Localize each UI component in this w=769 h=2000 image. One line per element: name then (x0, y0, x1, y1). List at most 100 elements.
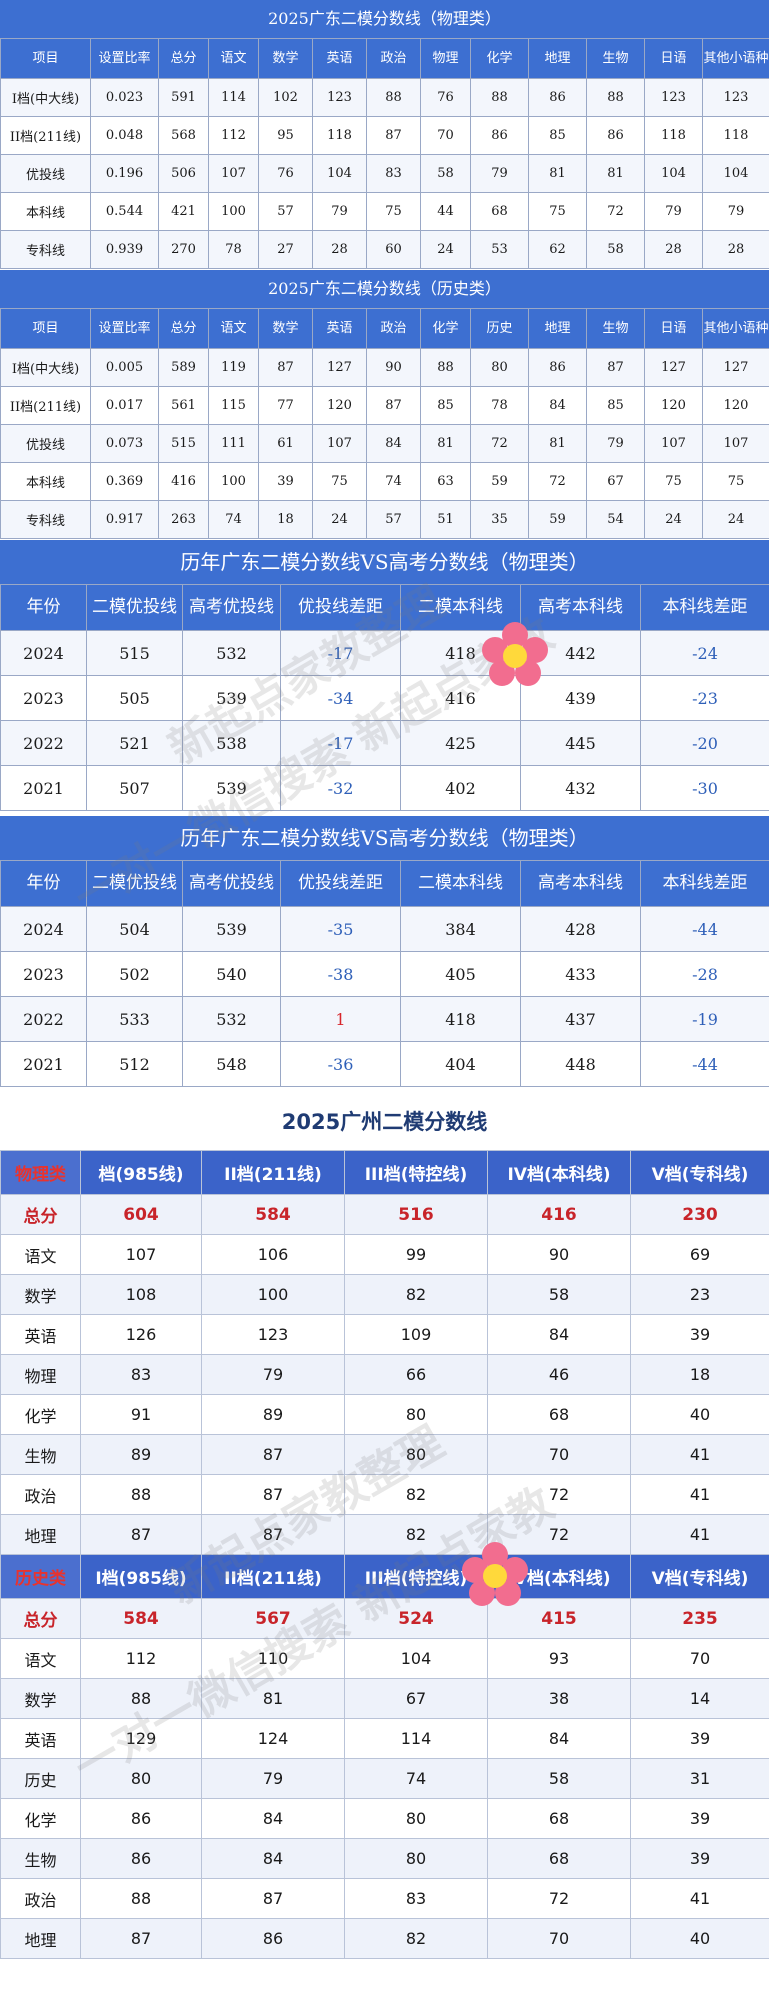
table-cell: 533 (86, 996, 183, 1042)
table-cell: 235 (630, 1598, 769, 1639)
table-cell: 28 (312, 230, 367, 269)
table-cell: 政治 (0, 1878, 81, 1919)
table-row: 政治 88 87 82 72 41 (0, 1474, 769, 1515)
header-cell: 政治 (366, 38, 421, 79)
table-cell: 58 (420, 154, 471, 193)
table-cell: 86 (201, 1918, 345, 1959)
table-cell: 0.048 (90, 116, 159, 155)
table-cell: 语文 (0, 1638, 81, 1679)
table-cell: 87 (201, 1514, 345, 1555)
table-cell: 86 (528, 348, 587, 387)
table-cell: 532 (182, 996, 281, 1042)
table-cell: 82 (344, 1514, 488, 1555)
table-cell: 80 (344, 1394, 488, 1435)
table-cell: 80 (470, 348, 529, 387)
table-cell: 78 (470, 386, 529, 425)
table-cell: 114 (208, 78, 259, 117)
history-table-title: 2025广东二模分数线（历史类） (0, 270, 769, 308)
table-cell: 化学 (0, 1394, 81, 1435)
table-cell: 生物 (0, 1838, 81, 1879)
table-cell: 524 (344, 1598, 488, 1639)
table-cell: -30 (640, 765, 769, 811)
table-cell: 英语 (0, 1718, 81, 1759)
table-cell: 英语 (0, 1314, 81, 1355)
table-cell: 87 (80, 1514, 202, 1555)
table-row: 政治 88 87 83 72 41 (0, 1878, 769, 1919)
table-cell: 75 (312, 462, 367, 501)
table-cell: 521 (86, 720, 183, 766)
flower-sticker-icon (462, 1542, 528, 1606)
table-cell: 119 (208, 348, 259, 387)
table-cell: 39 (630, 1798, 769, 1839)
table-cell: 107 (702, 424, 769, 463)
physics-score-table: 项目 设置比率 总分 语文 数学 英语 政治 物理 化学 地理 生物 日语 其他小语种 I档(中大线) 0… (0, 38, 769, 269)
table-cell: 87 (366, 116, 421, 155)
table-row: 语文 112 110 104 93 70 (0, 1638, 769, 1679)
table-cell: 本科线 (0, 462, 91, 501)
table-cell: 专科线 (0, 230, 91, 269)
table-cell: 81 (201, 1678, 345, 1719)
table-cell: 84 (201, 1798, 345, 1839)
table-row: 生物 89 87 80 70 41 (0, 1434, 769, 1475)
header-cell: 高考优投线 (182, 584, 281, 631)
header-cell: III档(特控线) (344, 1150, 488, 1195)
table-cell: -38 (280, 951, 401, 997)
table-cell: 27 (258, 230, 313, 269)
table-cell: 81 (528, 154, 587, 193)
table-row: 数学 88 81 67 38 14 (0, 1678, 769, 1719)
header-cell: IV档(本科线) (487, 1150, 631, 1195)
table-cell: 100 (208, 192, 259, 231)
table-cell: 110 (201, 1638, 345, 1679)
table-cell: 语文 (0, 1234, 81, 1275)
table-cell: 539 (182, 765, 281, 811)
table-cell: 69 (630, 1234, 769, 1275)
table-row: 物理 83 79 66 46 18 (0, 1354, 769, 1395)
table-cell: 91 (80, 1394, 202, 1435)
table-cell: 物理 (0, 1354, 81, 1395)
table-row: 2021 512 548 -36 404 448 -44 (0, 1041, 769, 1087)
table-cell: 515 (158, 424, 209, 463)
table-cell: 90 (487, 1234, 631, 1275)
table-cell: 62 (528, 230, 587, 269)
header-cell: 项目 (0, 308, 91, 349)
table-cell: 专科线 (0, 500, 91, 539)
table-cell: 0.017 (90, 386, 159, 425)
table-row: 化学 91 89 80 68 40 (0, 1394, 769, 1435)
table-row: 地理 87 86 82 70 40 (0, 1918, 769, 1959)
table-cell: 86 (80, 1798, 202, 1839)
table-cell: 80 (344, 1838, 488, 1879)
table-cell: 421 (158, 192, 209, 231)
table-cell: 74 (208, 500, 259, 539)
table-cell: 历史 (0, 1758, 81, 1799)
table-cell: 本科线 (0, 192, 91, 231)
table-cell: 539 (182, 675, 281, 721)
table-cell: 31 (630, 1758, 769, 1799)
table-cell: 75 (528, 192, 587, 231)
header-cell: 二模本科线 (400, 860, 521, 907)
table-cell: 263 (158, 500, 209, 539)
table-cell: 79 (470, 154, 529, 193)
table-cell: 0.939 (90, 230, 159, 269)
physics-table-title: 2025广东二模分数线（物理类） (0, 0, 769, 38)
header-cell: 项目 (0, 38, 91, 79)
header-cell: V档(专科线) (630, 1554, 769, 1599)
table-cell: 106 (201, 1234, 345, 1275)
table-row: 历史 80 79 74 58 31 (0, 1758, 769, 1799)
table-row: 生物 86 84 80 68 39 (0, 1838, 769, 1879)
table-cell: 230 (630, 1194, 769, 1235)
table-cell: 59 (470, 462, 529, 501)
table-cell: 24 (702, 500, 769, 539)
table-cell: 0.005 (90, 348, 159, 387)
table-cell: 95 (258, 116, 313, 155)
header-cell: 二模优投线 (86, 860, 183, 907)
table-cell: 448 (520, 1041, 641, 1087)
header-cell: 生物 (586, 308, 645, 349)
header-cell: III档(特控线) (344, 1554, 488, 1599)
table-cell: 2023 (0, 951, 87, 997)
table-cell: 81 (420, 424, 471, 463)
table-cell: 118 (702, 116, 769, 155)
header-cell: I档(985线) (80, 1554, 202, 1599)
header-cell: 语文 (208, 38, 259, 79)
table-cell: 88 (366, 78, 421, 117)
guangzhou-table: 物理类 档(985线) II档(211线) III档(特控线) IV档(本科线) V档(专… (0, 1150, 769, 1959)
